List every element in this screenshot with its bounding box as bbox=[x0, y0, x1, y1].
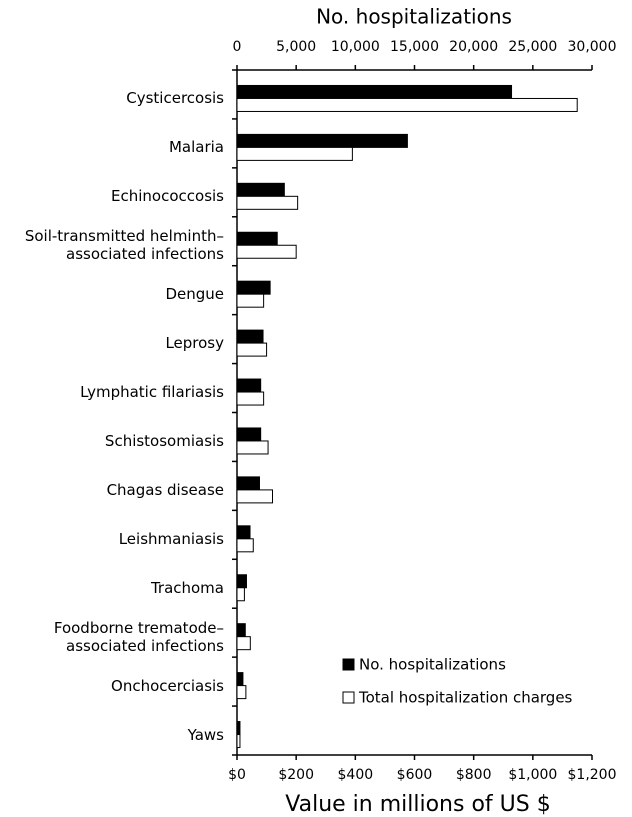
category-label: Schistosomiasis bbox=[104, 431, 224, 450]
legend-label: No. hospitalizations bbox=[359, 656, 506, 674]
bar bbox=[236, 231, 278, 246]
tick-label: 30,000 bbox=[568, 39, 617, 55]
bar bbox=[236, 391, 265, 406]
bottom-axis-title: Value in millions of US $ bbox=[285, 792, 550, 817]
legend-swatch bbox=[342, 658, 355, 671]
category-label: Soil-transmitted helminth– associated in… bbox=[24, 227, 224, 264]
bar bbox=[236, 440, 269, 455]
bar bbox=[236, 538, 254, 553]
bar bbox=[236, 280, 271, 295]
bar bbox=[236, 293, 265, 308]
bar bbox=[236, 378, 262, 393]
bar bbox=[236, 427, 262, 442]
tick-label: $0 bbox=[228, 767, 246, 783]
tick-label: 20,000 bbox=[449, 39, 498, 55]
category-label: Echinococcosis bbox=[111, 187, 224, 206]
bar bbox=[236, 623, 246, 638]
bar bbox=[236, 587, 245, 602]
tick-label: 15,000 bbox=[390, 39, 439, 55]
bar bbox=[236, 721, 241, 736]
category-label: Yaws bbox=[187, 725, 224, 744]
category-label: Cysticercosis bbox=[126, 89, 224, 108]
category-label: Onchocerciasis bbox=[111, 676, 224, 695]
tick-label: $200 bbox=[278, 767, 314, 783]
bar bbox=[236, 636, 251, 651]
bar bbox=[236, 489, 273, 504]
bar bbox=[236, 672, 244, 687]
legend-label: Total hospitalization charges bbox=[358, 689, 573, 707]
category-label: Foodborne trematode– associated infectio… bbox=[53, 618, 224, 655]
legend-swatch bbox=[342, 691, 355, 704]
bar bbox=[236, 574, 247, 589]
bar bbox=[236, 133, 408, 148]
tick-label: 25,000 bbox=[508, 39, 557, 55]
tick-label: $400 bbox=[338, 767, 374, 783]
bar bbox=[236, 182, 285, 197]
category-label: Malaria bbox=[168, 138, 224, 157]
bar bbox=[236, 84, 513, 99]
category-label: Dengue bbox=[165, 285, 224, 304]
tick-label: $800 bbox=[456, 767, 492, 783]
bar bbox=[236, 146, 353, 161]
tick-label: 10,000 bbox=[331, 39, 380, 55]
bar bbox=[236, 476, 260, 491]
category-label: Lymphatic filariasis bbox=[80, 383, 224, 402]
tick-label: $600 bbox=[397, 767, 433, 783]
bar bbox=[236, 734, 241, 749]
category-label: Leishmaniasis bbox=[118, 529, 224, 548]
tick-label: 0 bbox=[233, 39, 242, 55]
bar bbox=[236, 97, 578, 112]
tick-label: $1,200 bbox=[568, 767, 617, 783]
top-axis-title: No. hospitalizations bbox=[316, 5, 512, 29]
bar bbox=[236, 244, 297, 259]
tick-label: 5,000 bbox=[276, 39, 316, 55]
category-label: Trachoma bbox=[150, 578, 224, 597]
bar bbox=[236, 195, 299, 210]
tick-label: $1,000 bbox=[508, 767, 557, 783]
bar bbox=[236, 525, 251, 540]
category-label: Chagas disease bbox=[106, 480, 224, 499]
bar bbox=[236, 329, 264, 344]
category-label: Leprosy bbox=[165, 334, 224, 353]
bar bbox=[236, 685, 247, 700]
bar bbox=[236, 342, 268, 357]
